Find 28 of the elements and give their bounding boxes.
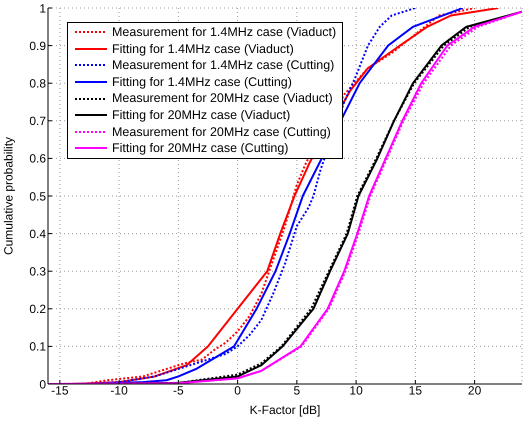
y-tick-label: 0.8 (29, 76, 46, 90)
y-tick-label: 0.2 (29, 302, 46, 316)
x-tick-label: 20 (468, 384, 482, 398)
legend-label: Fitting for 20MHz case (Cutting) (112, 140, 288, 157)
y-axis-title: Cumulative probability (1, 136, 16, 256)
x-tick-label: 15 (408, 384, 422, 398)
x-tick-label: -5 (173, 384, 184, 398)
y-tick-label: 0.3 (29, 264, 46, 278)
y-tick-label: 0.7 (29, 114, 46, 128)
legend-label: Measurement for 20MHz case (Viaduct) (112, 90, 333, 107)
y-tick-label: 0.9 (29, 38, 46, 53)
legend-label: Measurement for 1.4MHz case (Cutting) (112, 57, 334, 74)
y-tick-label: 0.4 (29, 226, 46, 241)
y-tick-label: 1 (39, 1, 46, 16)
x-tick-label: -15 (51, 384, 69, 398)
legend-label: Fitting for 1.4MHz case (Cutting) (112, 74, 292, 90)
legend-label: Measurement for 20MHz case (Cutting) (112, 124, 331, 140)
legend-label: Fitting for 20MHz case (Viaduct) (112, 106, 290, 124)
y-tick-label: 0.6 (29, 152, 46, 166)
y-tick-label: 0.5 (29, 189, 46, 204)
legend-label: Fitting for 1.4MHz case (Viaduct) (112, 40, 294, 58)
x-tick-label: 10 (349, 384, 364, 398)
y-tick-label: 0.1 (29, 340, 46, 354)
x-tick-label: 5 (294, 384, 301, 398)
x-tick-label: 0 (234, 384, 242, 398)
x-tick-label: -10 (110, 384, 128, 398)
legend-label: Measurement for 1.4MHz case (Viaduct) (112, 24, 336, 41)
x-axis-title: K-Factor [dB] (250, 403, 320, 417)
